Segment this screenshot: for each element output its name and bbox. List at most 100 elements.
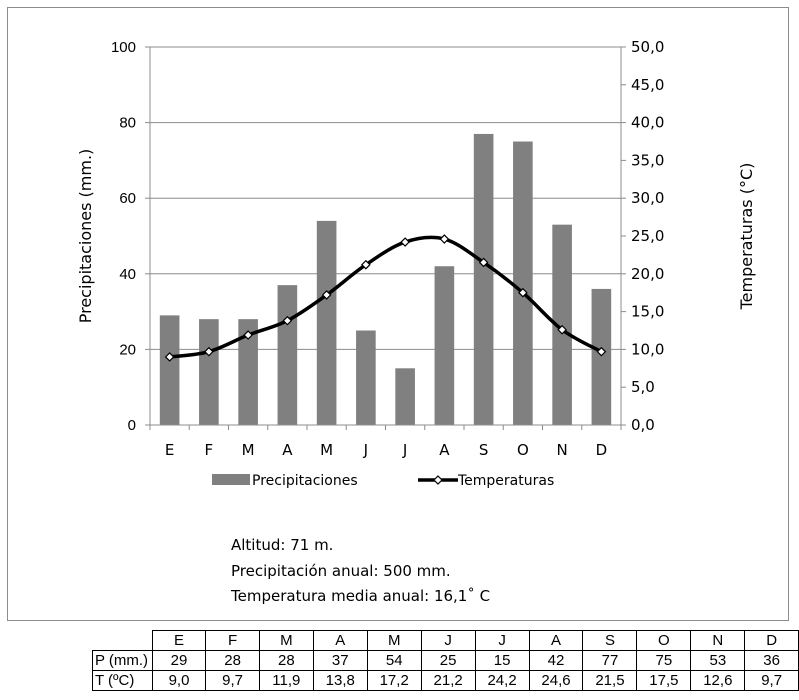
table-cell: 24,6 <box>528 670 584 691</box>
table-cell: 28 <box>258 650 314 671</box>
table-row: P (mm.) 29 28 28 37 54 25 15 42 77 75 53 36 <box>92 650 799 671</box>
temperature-point <box>321 290 332 300</box>
precipitation-bar <box>591 288 612 425</box>
temperature-point <box>243 330 253 340</box>
table-header-cell: J <box>420 630 476 651</box>
table-cell: 53 <box>690 650 746 671</box>
temperature-point <box>557 324 567 335</box>
x-tick-label: N <box>557 441 568 459</box>
temperature-point <box>361 259 371 270</box>
table-cell: 42 <box>528 650 584 671</box>
table-header-cell: N <box>690 630 746 651</box>
table-cell: 54 <box>366 650 422 671</box>
table-header-cell: O <box>636 630 692 651</box>
table-cell: 77 <box>582 650 638 671</box>
left-axis-title: Precipitaciones (mm.) <box>76 149 95 324</box>
precipitation-bar <box>277 285 298 425</box>
table-header-cell: M <box>258 630 314 651</box>
legend-line-marker <box>433 475 443 485</box>
x-tick-label: D <box>596 441 608 459</box>
table-header-cell: S <box>582 630 638 651</box>
x-tick-label: S <box>479 441 489 459</box>
precipitation-bar <box>159 315 180 425</box>
table-cell: 12,6 <box>690 670 746 691</box>
precipitation-bar <box>316 220 337 425</box>
x-tick-label: E <box>165 441 174 459</box>
table-header-cell: J <box>474 630 530 651</box>
right-tick-label: 5,0 <box>631 378 655 396</box>
right-tick-label: 50,0 <box>631 38 664 56</box>
temperature-point <box>282 315 293 326</box>
table-cell: 15 <box>474 650 530 671</box>
temperature-line <box>164 234 607 362</box>
table-cell: 17,2 <box>366 670 422 691</box>
temperature-point <box>478 257 489 268</box>
altitude-text: Altitud: 71 m. <box>231 536 334 554</box>
table-cell: 36 <box>744 650 799 671</box>
table-header-cell: F <box>205 630 260 651</box>
axis-labels: 0 20 40 60 80 100 0,0 5,0 10,0 15,0 20,0 25,0 30,0 35… <box>76 38 756 459</box>
x-tick-label: F <box>205 441 214 459</box>
left-tick-label: 80 <box>119 115 136 132</box>
right-tick-label: 40,0 <box>631 114 664 132</box>
x-tick-label: O <box>517 441 529 459</box>
right-axis-title: Temperaturas (°C) <box>737 163 756 311</box>
temperature-point <box>596 346 607 357</box>
right-tick-label: 20,0 <box>631 265 664 283</box>
table-cell: 24,2 <box>474 670 530 691</box>
right-tick-label: 45,0 <box>631 76 664 94</box>
table-row-label: T (ºC) <box>92 670 153 691</box>
left-tick-label: 40 <box>119 266 136 283</box>
right-tick-label: 0,0 <box>631 416 655 434</box>
temperature-series-line <box>169 235 603 359</box>
table-cell: 28 <box>205 650 260 671</box>
table-header-cell: A <box>312 630 368 651</box>
table-header-cell: A <box>528 630 584 651</box>
table-header-cell: D <box>744 630 799 651</box>
right-tick-label: 35,0 <box>631 151 664 169</box>
table-cell: 9,7 <box>205 670 260 691</box>
table-cell: 29 <box>151 650 207 671</box>
mean-temp-text: Temperatura media anual: 16,1˚ C <box>231 587 491 605</box>
legend: Precipitaciones Temperaturas <box>212 473 554 489</box>
table-row: T (ºC) 9,0 9,7 11,9 13,8 17,2 21,2 24,2 24,6 21,5… <box>92 670 799 691</box>
x-tick-label: J <box>363 441 368 459</box>
right-tick-label: 15,0 <box>631 303 664 321</box>
table-cell: 75 <box>636 650 692 671</box>
right-tick-label: 30,0 <box>631 189 664 207</box>
table-cell: 9,0 <box>151 670 207 691</box>
x-tick-label: A <box>439 441 450 459</box>
left-tick-label: 100 <box>111 39 136 56</box>
x-tick-label: J <box>402 441 407 459</box>
table-cell: 13,8 <box>312 670 368 691</box>
temperature-point <box>439 234 450 244</box>
precipitation-bars <box>159 133 612 425</box>
x-tick-label: M <box>242 441 255 459</box>
right-tick-label: 10,0 <box>631 340 664 358</box>
legend-temp-label: Temperaturas <box>457 473 554 489</box>
annual-precip-text: Precipitación anual: 500 mm. <box>231 562 451 580</box>
table-cell: 17,5 <box>636 670 692 691</box>
precipitation-bar <box>238 319 258 425</box>
axes <box>145 46 626 430</box>
table-header-cell: E <box>151 630 207 651</box>
precipitation-bar <box>356 330 376 425</box>
left-tick-label: 20 <box>119 341 136 358</box>
precipitation-bar <box>395 368 415 425</box>
legend-bar-swatch <box>212 474 250 485</box>
table-cell: 25 <box>420 650 476 671</box>
right-tick-label: 25,0 <box>631 227 664 245</box>
x-tick-label: M <box>320 441 333 459</box>
precipitation-bar <box>552 224 572 425</box>
table-cell: 11,9 <box>258 670 314 691</box>
precipitation-bar <box>434 266 455 425</box>
table-corner-cell <box>92 630 153 651</box>
temperature-point <box>204 346 214 357</box>
table-cell: 9,7 <box>744 670 799 691</box>
table-header-cell: M <box>366 630 422 651</box>
x-tick-label: A <box>282 441 293 459</box>
chart-frame <box>7 7 789 621</box>
